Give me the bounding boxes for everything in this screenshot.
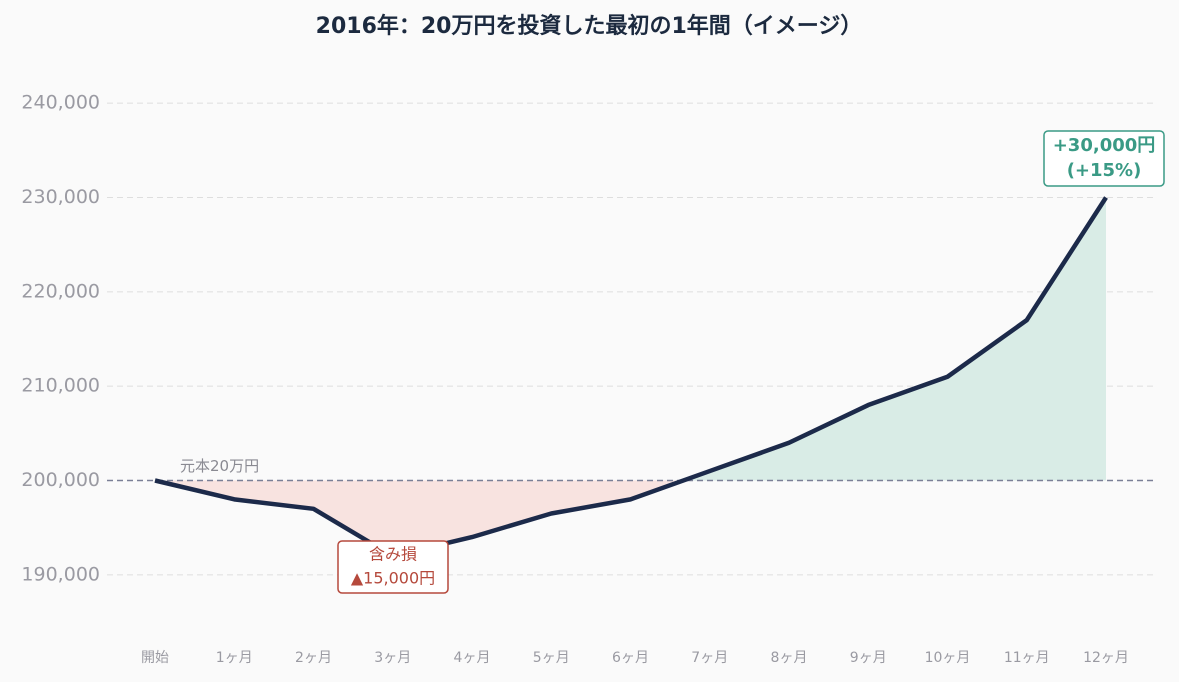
annotation-box [1043, 130, 1165, 187]
baseline-label: 元本20万円 [180, 457, 259, 475]
x-tick-label: 10ヶ月 [925, 650, 971, 666]
annotation-box [337, 540, 449, 594]
y-tick-label: 240,000 [21, 92, 100, 114]
annotation-text: 含み損 [369, 545, 417, 564]
x-tick-label: 12ヶ月 [1083, 650, 1129, 666]
x-tick-label: 7ヶ月 [691, 650, 728, 666]
x-tick-label: 2ヶ月 [295, 650, 332, 666]
annotation-text: ▲15,000円 [351, 568, 435, 587]
x-tick-label: 8ヶ月 [771, 650, 808, 666]
x-tick-label: 9ヶ月 [850, 650, 887, 666]
x-tick-label: 5ヶ月 [533, 650, 570, 666]
x-tick-label: 1ヶ月 [216, 650, 253, 666]
y-tick-label: 190,000 [21, 563, 100, 585]
x-tick-label: 6ヶ月 [612, 650, 649, 666]
x-tick-label: 3ヶ月 [374, 650, 411, 666]
x-tick-label: 開始 [141, 650, 169, 666]
y-tick-label: 210,000 [21, 375, 100, 397]
loss-area [155, 480, 1106, 556]
x-tick-label: 11ヶ月 [1004, 650, 1050, 666]
y-tick-label: 200,000 [21, 469, 100, 491]
x-tick-label: 4ヶ月 [454, 650, 491, 666]
gain-area [155, 197, 1106, 481]
y-tick-label: 230,000 [21, 186, 100, 208]
line [154, 196, 1108, 559]
annotation-text: +30,000円 [1053, 135, 1156, 156]
annotation-text: (+15%) [1067, 160, 1142, 181]
chart-title: 2016年：20万円を投資した最初の1年間（イメージ） [316, 13, 863, 39]
y-tick-label: 220,000 [21, 280, 100, 302]
